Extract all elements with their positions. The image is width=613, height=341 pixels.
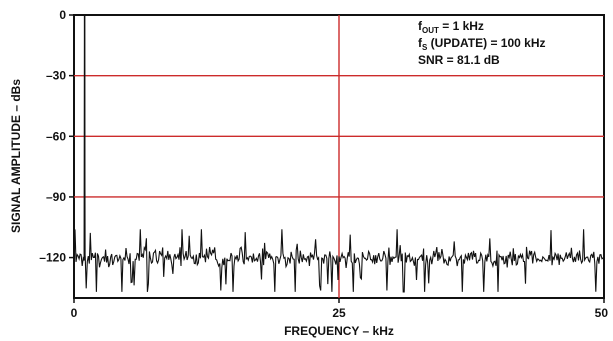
annotation-line-fs: fS (UPDATE) = 100 kHz xyxy=(418,36,546,52)
annotation-line-fout: fOUT = 1 kHz xyxy=(418,19,484,35)
y-axis-title: SIGNAL AMPLITUDE – dBs xyxy=(9,79,23,233)
x-tick-label-1: 25 xyxy=(332,306,346,320)
x-axis-ticks: 0 25 50 xyxy=(71,298,609,320)
y-axis-ticks: 0 –30 –60 –90 –120 xyxy=(39,8,74,265)
spectrum-trace xyxy=(73,14,605,293)
x-axis-title: FREQUENCY – kHz xyxy=(284,324,394,338)
annotation-fs-subscript: S xyxy=(422,43,428,52)
annotation-line-snr: SNR = 81.1 dB xyxy=(418,53,500,67)
y-tick-label-0: 0 xyxy=(59,8,66,22)
spectrum-series xyxy=(73,14,605,293)
annotation-box: fOUT = 1 kHz fS (UPDATE) = 100 kHz SNR =… xyxy=(418,19,546,67)
annotation-fout-symbol: f xyxy=(418,19,423,33)
annotation-fs-symbol: f xyxy=(418,36,423,50)
y-tick-label-1: –30 xyxy=(46,69,66,83)
x-tick-label-2: 50 xyxy=(595,306,609,320)
y-tick-label-2: –60 xyxy=(46,129,66,143)
y-tick-label-4: –120 xyxy=(39,251,66,265)
grid-lines xyxy=(74,15,604,298)
annotation-fs-value: (UPDATE) = 100 kHz xyxy=(427,36,545,50)
y-tick-label-3: –90 xyxy=(46,190,66,204)
plot-area xyxy=(73,14,605,299)
annotation-fout-subscript: OUT xyxy=(422,26,439,35)
x-tick-label-0: 0 xyxy=(71,306,78,320)
annotation-fout-value: = 1 kHz xyxy=(439,19,484,33)
